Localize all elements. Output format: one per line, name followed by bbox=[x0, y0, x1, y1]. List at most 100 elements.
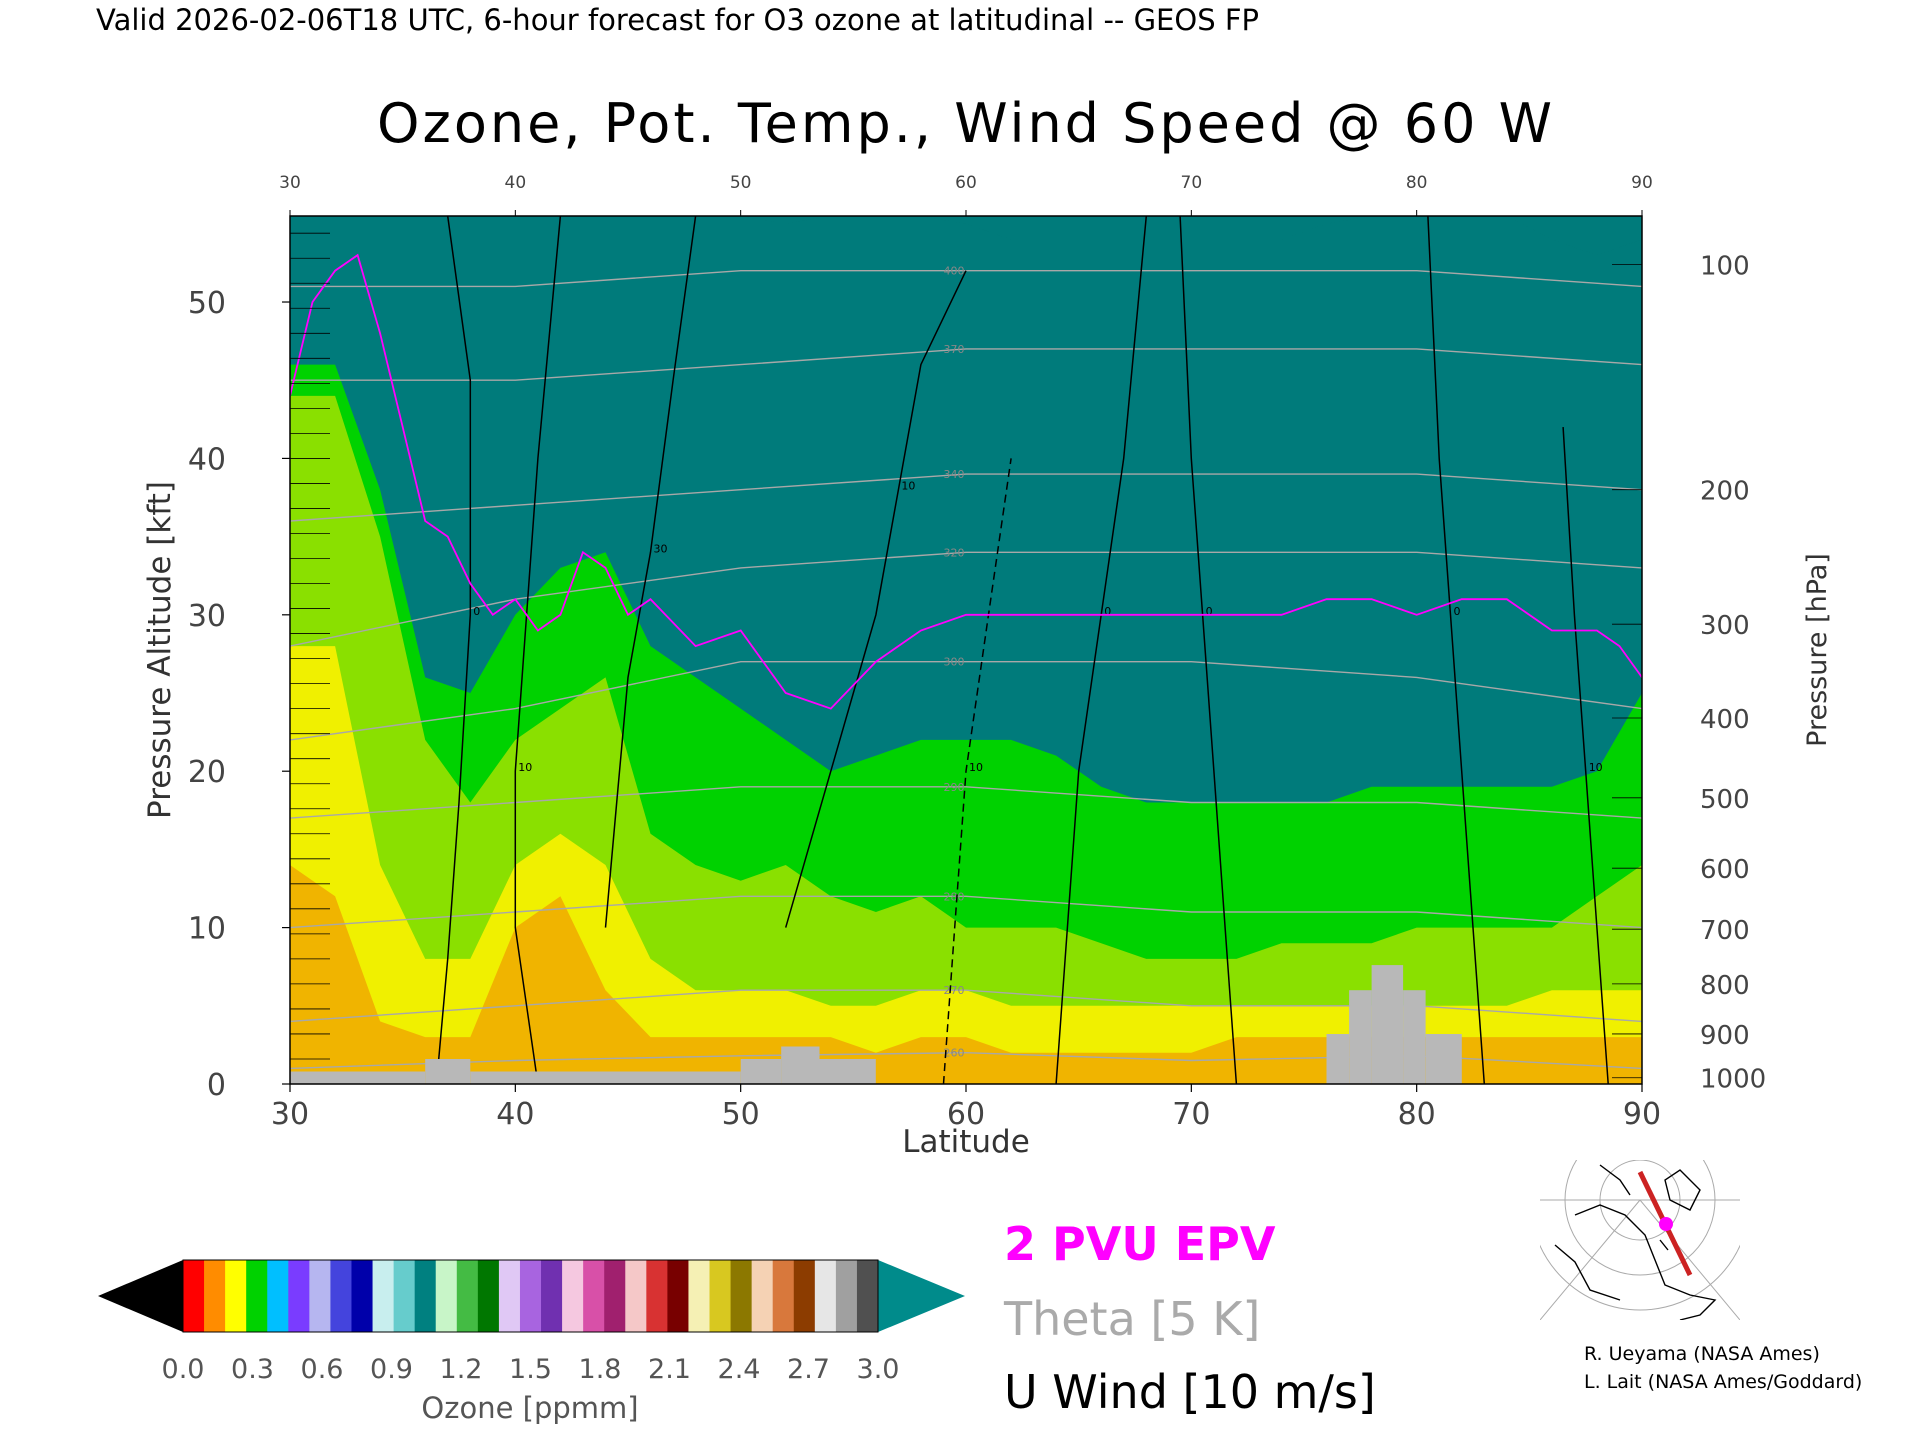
top-x-tick-label: 90 bbox=[1631, 173, 1653, 193]
theta-contour-label: 320 bbox=[944, 546, 965, 559]
colorbar-segment bbox=[267, 1260, 289, 1332]
theta-contour-label: 260 bbox=[944, 1047, 965, 1060]
top-x-tick-label: 50 bbox=[730, 173, 752, 193]
chart-title: Ozone, Pot. Temp., Wind Speed @ 60 W bbox=[377, 92, 1555, 155]
pressure-tick-label: 900 bbox=[1700, 1021, 1750, 1051]
ozone-lower-field-3 bbox=[290, 865, 1642, 1084]
wind-contour-label: 0 bbox=[1454, 605, 1461, 618]
terrain-block bbox=[781, 1046, 820, 1084]
terrain-block bbox=[1371, 965, 1404, 1084]
colorbar-tick-label: 1.8 bbox=[579, 1354, 622, 1385]
ozone-lower-field-2 bbox=[290, 646, 1642, 1084]
theta-contour-label: 290 bbox=[944, 781, 965, 794]
colorbar-ticks: 0.0 0.3 0.6 0.9 1.2 1.5 1.8 2.1 2.4 2.7 3.0 bbox=[162, 1354, 900, 1385]
y-axis: 0 10 20 30 40 50 bbox=[188, 232, 330, 1103]
colorbar-tick-label: 3.0 bbox=[857, 1354, 900, 1385]
epv-2pvu-line bbox=[290, 253, 1642, 710]
pressure-tick-label: 1000 bbox=[1700, 1065, 1766, 1095]
wind-contour-label: 10 bbox=[901, 480, 915, 493]
x-tick-label: 60 bbox=[947, 1097, 985, 1132]
colorbar-segment bbox=[562, 1260, 584, 1332]
wind-contour-label: 10 bbox=[969, 761, 983, 774]
top-x-tick-label: 70 bbox=[1181, 173, 1203, 193]
terrain-block bbox=[470, 1071, 741, 1084]
colorbar-segment bbox=[604, 1260, 626, 1332]
colorbar-under-arrow bbox=[98, 1260, 183, 1332]
colorbar-label: Ozone [ppmm] bbox=[421, 1391, 638, 1425]
x-tick-label: 30 bbox=[271, 1097, 309, 1132]
legend-theta: Theta [5 K] bbox=[1003, 1292, 1260, 1346]
top-x-tick-label: 40 bbox=[505, 173, 527, 193]
wind-contour-label: 0 bbox=[1206, 605, 1213, 618]
wind-contour-label: 0 bbox=[1104, 605, 1111, 618]
theta-contour-label: 270 bbox=[944, 984, 965, 997]
colorbar-tick-label: 2.4 bbox=[718, 1354, 761, 1385]
x-tick-label: 40 bbox=[496, 1097, 534, 1132]
x-axis: 30 40 50 60 70 80 90 bbox=[271, 1084, 1661, 1132]
colorbar-segments bbox=[183, 1260, 879, 1332]
colorbar: 0.0 0.3 0.6 0.9 1.2 1.5 1.8 2.1 2.4 2.7 3.0 Ozone … bbox=[98, 1259, 965, 1425]
terrain-block bbox=[1326, 1034, 1349, 1084]
colorbar-segment bbox=[351, 1260, 374, 1332]
y-tick-label: 20 bbox=[188, 755, 226, 790]
colorbar-segment bbox=[204, 1260, 226, 1332]
wind-contour bbox=[435, 216, 472, 1084]
colorbar-segment bbox=[519, 1260, 542, 1332]
ozone-field bbox=[290, 216, 1642, 1084]
wind-contour bbox=[942, 458, 1012, 1084]
colorbar-over-arrow bbox=[878, 1260, 965, 1332]
colorbar-segment bbox=[625, 1260, 647, 1332]
colorbar-tick-label: 1.5 bbox=[509, 1354, 552, 1385]
x-axis-label: Latitude bbox=[902, 1124, 1030, 1160]
legend: 2 PVU EPV Theta [5 K] U Wind [10 m/s] bbox=[1003, 1217, 1376, 1419]
colorbar-segment bbox=[183, 1260, 205, 1332]
y-tick-label: 10 bbox=[188, 912, 226, 947]
colorbar-segment bbox=[709, 1260, 732, 1332]
wind-contour bbox=[514, 216, 562, 1084]
colorbar-tick-label: 2.7 bbox=[787, 1354, 830, 1385]
pressure-tick-label: 400 bbox=[1700, 705, 1750, 735]
credit-line-2: L. Lait (NASA Ames/Goddard) bbox=[1584, 1371, 1862, 1393]
terrain-block bbox=[1349, 990, 1372, 1084]
wind-contour bbox=[1055, 216, 1148, 1084]
pressure-tick-label: 700 bbox=[1700, 916, 1750, 946]
colorbar-segment bbox=[246, 1260, 268, 1332]
wind-contour bbox=[1562, 427, 1609, 1084]
wind-contour bbox=[1427, 216, 1486, 1084]
theta-contour bbox=[290, 348, 1642, 381]
pressure-tick-label: 500 bbox=[1700, 785, 1750, 815]
wind-contour-label: 10 bbox=[1589, 761, 1603, 774]
wind-contour-label: 10 bbox=[518, 761, 532, 774]
colorbar-tick-label: 0.0 bbox=[162, 1354, 205, 1385]
credit-line-1: R. Ueyama (NASA Ames) bbox=[1584, 1343, 1820, 1365]
terrain-block bbox=[740, 1059, 782, 1084]
valid-time-header: Valid 2026-02-06T18 UTC, 6-hour forecast… bbox=[96, 3, 1259, 37]
terrain-block bbox=[425, 1059, 471, 1084]
colorbar-segment bbox=[772, 1260, 795, 1332]
y-tick-label: 50 bbox=[188, 286, 226, 321]
colorbar-segment bbox=[541, 1260, 563, 1332]
colorbar-tick-label: 2.1 bbox=[648, 1354, 691, 1385]
colorbar-segment bbox=[814, 1260, 837, 1332]
colorbar-segment bbox=[456, 1260, 479, 1332]
colorbar-segment bbox=[583, 1260, 605, 1332]
colorbar-segment bbox=[393, 1260, 416, 1332]
colorbar-tick-label: 1.2 bbox=[440, 1354, 483, 1385]
theta-contour bbox=[290, 473, 1642, 522]
theta-contour-label: 370 bbox=[944, 343, 965, 356]
colorbar-segment bbox=[414, 1260, 437, 1332]
colorbar-segment bbox=[435, 1260, 458, 1332]
x-tick-label: 50 bbox=[722, 1097, 760, 1132]
x-axis-top: 30 40 50 60 70 80 90 bbox=[279, 173, 1653, 216]
terrain-block bbox=[290, 1071, 426, 1084]
wind-contour-label: 30 bbox=[654, 542, 668, 555]
map-section-marker bbox=[1659, 1217, 1673, 1231]
topography bbox=[290, 965, 1462, 1084]
colorbar-segment bbox=[477, 1260, 500, 1332]
pressure-tick-label: 100 bbox=[1700, 251, 1750, 281]
colorbar-segment bbox=[667, 1260, 689, 1332]
colorbar-segment bbox=[793, 1260, 816, 1332]
legend-epv: 2 PVU EPV bbox=[1004, 1217, 1276, 1271]
